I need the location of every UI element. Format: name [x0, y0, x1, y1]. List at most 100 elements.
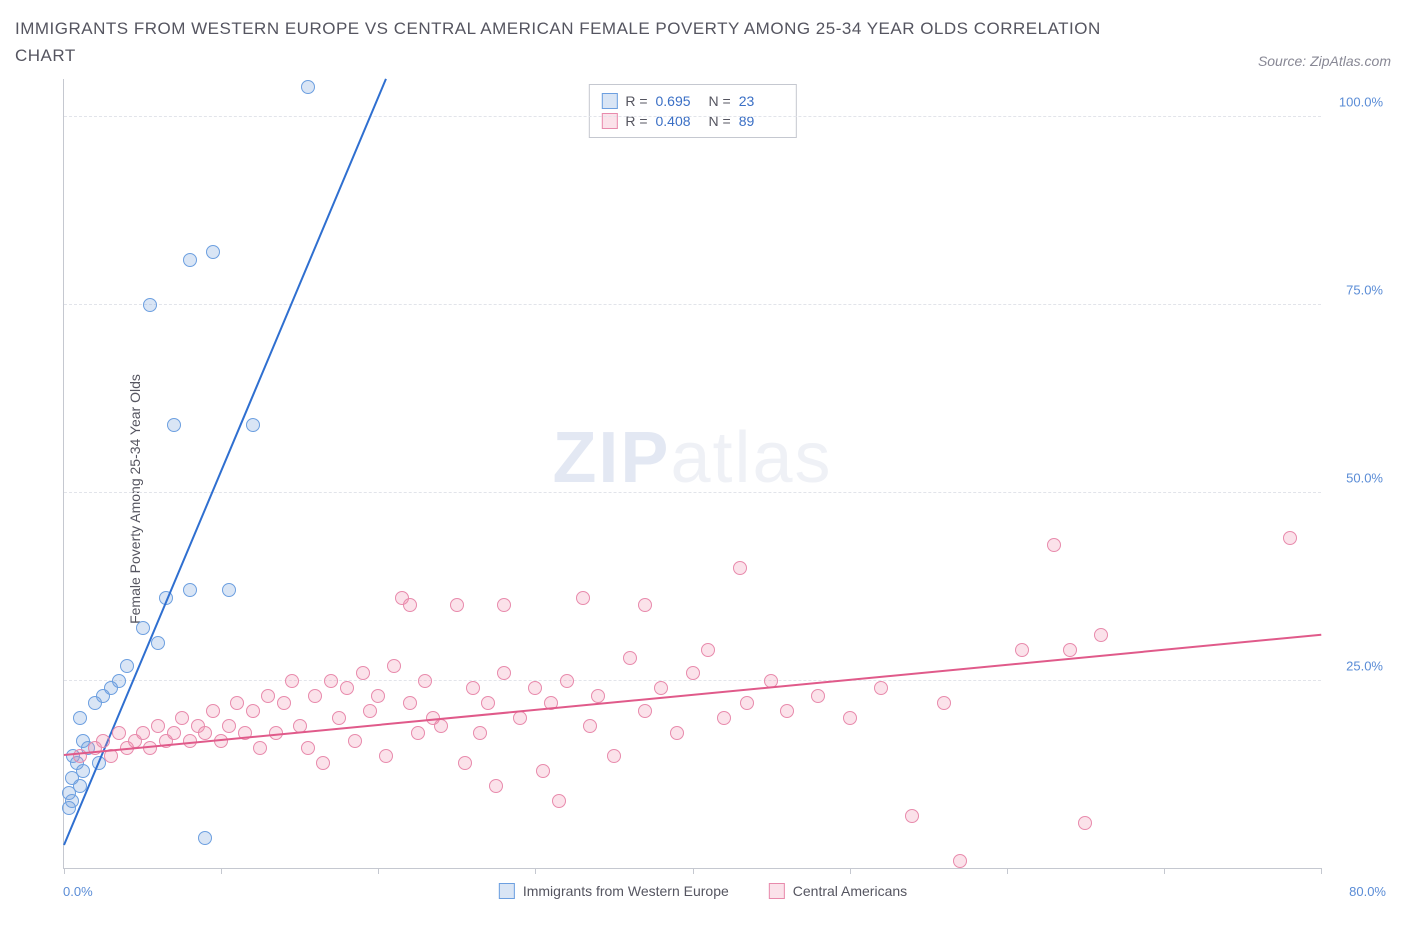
- data-point: [112, 674, 126, 688]
- data-point: [308, 689, 322, 703]
- x-tick: [221, 868, 222, 874]
- data-point: [481, 696, 495, 710]
- data-point: [348, 734, 362, 748]
- data-point: [261, 689, 275, 703]
- data-point: [466, 681, 480, 695]
- data-point: [638, 598, 652, 612]
- data-point: [1094, 628, 1108, 642]
- data-point: [301, 741, 315, 755]
- data-point: [458, 756, 472, 770]
- data-point: [198, 726, 212, 740]
- data-point: [356, 666, 370, 680]
- data-point: [285, 674, 299, 688]
- data-point: [497, 598, 511, 612]
- swatch-series-1: [601, 93, 617, 109]
- data-point: [552, 794, 566, 808]
- data-point: [654, 681, 668, 695]
- data-point: [363, 704, 377, 718]
- data-point: [277, 696, 291, 710]
- data-point: [387, 659, 401, 673]
- x-tick-min: 0.0%: [63, 884, 93, 899]
- data-point: [434, 719, 448, 733]
- data-point: [246, 418, 260, 432]
- data-point: [136, 726, 150, 740]
- legend-item-2: Central Americans: [769, 883, 907, 899]
- r-value-1: 0.695: [656, 93, 701, 109]
- data-point: [638, 704, 652, 718]
- data-point: [167, 726, 181, 740]
- data-point: [371, 689, 385, 703]
- data-point: [143, 298, 157, 312]
- data-point: [151, 719, 165, 733]
- swatch-icon: [769, 883, 785, 899]
- data-point: [198, 831, 212, 845]
- y-tick-label: 75.0%: [1346, 282, 1383, 297]
- gridline: [64, 304, 1321, 305]
- stats-legend: R = 0.695 N = 23 R = 0.408 N = 89: [588, 84, 796, 138]
- data-point: [332, 711, 346, 725]
- x-tick: [535, 868, 536, 874]
- stats-row-2: R = 0.408 N = 89: [601, 111, 783, 131]
- x-tick: [1321, 868, 1322, 874]
- data-point: [733, 561, 747, 575]
- data-point: [1283, 531, 1297, 545]
- data-point: [206, 704, 220, 718]
- watermark: ZIPatlas: [552, 417, 832, 499]
- data-point: [701, 643, 715, 657]
- data-point: [246, 704, 260, 718]
- data-point: [1047, 538, 1061, 552]
- data-point: [76, 764, 90, 778]
- x-tick: [693, 868, 694, 874]
- x-tick: [850, 868, 851, 874]
- data-point: [513, 711, 527, 725]
- data-point: [403, 598, 417, 612]
- data-point: [120, 659, 134, 673]
- data-point: [780, 704, 794, 718]
- data-point: [489, 779, 503, 793]
- data-point: [1078, 816, 1092, 830]
- data-point: [905, 809, 919, 823]
- data-point: [583, 719, 597, 733]
- data-point: [411, 726, 425, 740]
- data-point: [73, 749, 87, 763]
- data-point: [607, 749, 621, 763]
- x-tick: [1007, 868, 1008, 874]
- chart-container: Female Poverty Among 25-34 Year Olds ZIP…: [15, 79, 1391, 919]
- n-value-1: 23: [739, 93, 784, 109]
- y-tick-label: 25.0%: [1346, 658, 1383, 673]
- x-tick: [378, 868, 379, 874]
- gridline: [64, 116, 1321, 117]
- data-point: [96, 734, 110, 748]
- data-point: [301, 80, 315, 94]
- data-point: [418, 674, 432, 688]
- stats-row-1: R = 0.695 N = 23: [601, 91, 783, 111]
- data-point: [112, 726, 126, 740]
- data-point: [316, 756, 330, 770]
- trend-line: [64, 633, 1321, 755]
- data-point: [623, 651, 637, 665]
- plot-area: ZIPatlas R = 0.695 N = 23 R = 0.408 N = …: [63, 79, 1321, 869]
- x-tick: [64, 868, 65, 874]
- data-point: [183, 583, 197, 597]
- data-point: [222, 583, 236, 597]
- data-point: [183, 253, 197, 267]
- data-point: [167, 418, 181, 432]
- data-point: [686, 666, 700, 680]
- y-tick-label: 50.0%: [1346, 470, 1383, 485]
- data-point: [937, 696, 951, 710]
- swatch-icon: [499, 883, 515, 899]
- data-point: [151, 636, 165, 650]
- chart-title: IMMIGRANTS FROM WESTERN EUROPE VS CENTRA…: [15, 15, 1115, 69]
- data-point: [473, 726, 487, 740]
- data-point: [740, 696, 754, 710]
- data-point: [379, 749, 393, 763]
- data-point: [953, 854, 967, 868]
- x-tick: [1164, 868, 1165, 874]
- data-point: [670, 726, 684, 740]
- data-point: [324, 674, 338, 688]
- legend-label-1: Immigrants from Western Europe: [523, 883, 729, 899]
- y-tick-label: 100.0%: [1339, 94, 1383, 109]
- chart-header: IMMIGRANTS FROM WESTERN EUROPE VS CENTRA…: [15, 15, 1391, 69]
- legend-label-2: Central Americans: [793, 883, 907, 899]
- data-point: [136, 621, 150, 635]
